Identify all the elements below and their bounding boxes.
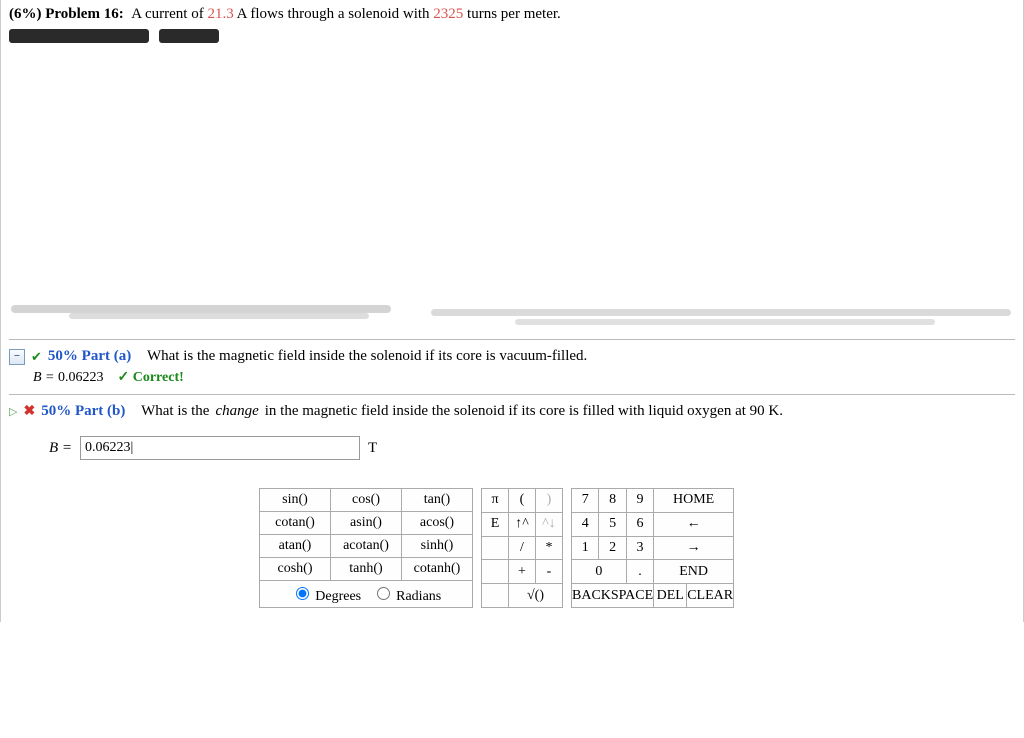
- fn-acotan-button[interactable]: acotan(): [331, 535, 402, 558]
- part-a-block: − ✔ 50% Part (a) What is the magnetic fi…: [9, 339, 1015, 394]
- clear-button[interactable]: CLEAR: [687, 584, 734, 608]
- answer-input[interactable]: [80, 436, 360, 460]
- correct-label: ✓ Correct!: [118, 370, 184, 385]
- plus-button[interactable]: +: [509, 560, 536, 584]
- problem-text-1: A current of: [131, 6, 207, 22]
- fn-asin-button[interactable]: asin(): [331, 512, 402, 535]
- part-a-answer-value: 0.06223: [58, 370, 104, 385]
- collapse-icon[interactable]: −: [9, 349, 25, 365]
- power-up-button[interactable]: ↑^: [509, 512, 536, 536]
- keypad-symbols: π ( ) E ↑^ ^↓ / * + -: [481, 488, 563, 608]
- fn-cotan-button[interactable]: cotan(): [260, 512, 331, 535]
- right-button[interactable]: →: [654, 536, 734, 560]
- num-5-button[interactable]: 5: [599, 512, 626, 536]
- num-3-button[interactable]: 3: [626, 536, 653, 560]
- part-b-q2: in the magnetic field inside the solenoi…: [265, 403, 783, 420]
- fn-cotanh-button[interactable]: cotanh(): [402, 558, 473, 581]
- answer-symbol: B =: [49, 440, 72, 457]
- num-4-button[interactable]: 4: [572, 512, 599, 536]
- problem-title: Problem 16:: [45, 6, 123, 22]
- pi-button[interactable]: π: [482, 489, 509, 513]
- fn-cosh-button[interactable]: cosh(): [260, 558, 331, 581]
- part-a-answer-prefix: B =: [33, 370, 58, 385]
- x-icon: ✖: [23, 403, 35, 420]
- keypad-numbers: 7 8 9 HOME 4 5 6 ← 1 2 3 →: [571, 488, 734, 608]
- fn-acos-button[interactable]: acos(): [402, 512, 473, 535]
- check-icon: ✔: [31, 349, 42, 365]
- keypad: sin() cos() tan() cotan() asin() acos() …: [259, 488, 1015, 608]
- play-icon[interactable]: ▷: [9, 405, 17, 418]
- fn-sin-button[interactable]: sin(): [260, 489, 331, 512]
- num-8-button[interactable]: 8: [599, 489, 626, 513]
- power-down-button[interactable]: ^↓: [536, 512, 563, 536]
- num-0-button[interactable]: 0: [572, 560, 627, 584]
- left-button[interactable]: ←: [654, 512, 734, 536]
- problem-header: (6%) Problem 16: A current of 21.3 A flo…: [9, 6, 1015, 44]
- e-button[interactable]: E: [482, 512, 509, 536]
- radians-radio[interactable]: Radians: [372, 589, 442, 604]
- end-button[interactable]: END: [654, 560, 734, 584]
- problem-value-2: 2325: [433, 6, 463, 22]
- keypad-functions: sin() cos() tan() cotan() asin() acos() …: [259, 488, 473, 608]
- part-b-q1: What is the: [141, 403, 209, 420]
- scribble-area: [9, 297, 1015, 339]
- part-a-question: What is the magnetic field inside the so…: [147, 348, 587, 365]
- num-6-button[interactable]: 6: [626, 512, 653, 536]
- num-9-button[interactable]: 9: [626, 489, 653, 513]
- problem-unit-1: A: [234, 6, 251, 22]
- fn-cos-button[interactable]: cos(): [331, 489, 402, 512]
- fn-tanh-button[interactable]: tanh(): [331, 558, 402, 581]
- rparen-button[interactable]: ): [536, 489, 563, 513]
- blank-cell: [482, 536, 509, 560]
- blank-cell: [482, 560, 509, 584]
- answer-unit: T: [368, 440, 377, 457]
- redacted-text: [159, 29, 219, 43]
- home-button[interactable]: HOME: [654, 489, 734, 513]
- problem-weight: (6%): [9, 6, 42, 22]
- problem-value-1: 21.3: [207, 6, 233, 22]
- part-b-label: 50% Part (b): [41, 403, 125, 420]
- fn-sinh-button[interactable]: sinh(): [402, 535, 473, 558]
- sqrt-button[interactable]: √(): [509, 584, 563, 608]
- num-1-button[interactable]: 1: [572, 536, 599, 560]
- degrees-radio[interactable]: Degrees: [291, 589, 361, 604]
- multiply-button[interactable]: *: [536, 536, 563, 560]
- blank-space: [9, 52, 1015, 297]
- minus-button[interactable]: -: [536, 560, 563, 584]
- num-2-button[interactable]: 2: [599, 536, 626, 560]
- redacted-text: [9, 29, 149, 43]
- part-b-q-italic: change: [215, 403, 258, 420]
- blank-cell: [482, 584, 509, 608]
- del-button[interactable]: DEL: [654, 584, 687, 608]
- part-b-block: ▷ ✖ 50% Part (b) What is the change in t…: [9, 394, 1015, 616]
- problem-text-2: flows through a solenoid with: [250, 6, 433, 22]
- divide-button[interactable]: /: [509, 536, 536, 560]
- backspace-button[interactable]: BACKSPACE: [572, 584, 654, 608]
- fn-tan-button[interactable]: tan(): [402, 489, 473, 512]
- decimal-button[interactable]: .: [626, 560, 653, 584]
- fn-atan-button[interactable]: atan(): [260, 535, 331, 558]
- problem-text-3: turns per meter.: [463, 6, 560, 22]
- lparen-button[interactable]: (: [509, 489, 536, 513]
- part-a-label: 50% Part (a): [48, 348, 131, 365]
- num-7-button[interactable]: 7: [572, 489, 599, 513]
